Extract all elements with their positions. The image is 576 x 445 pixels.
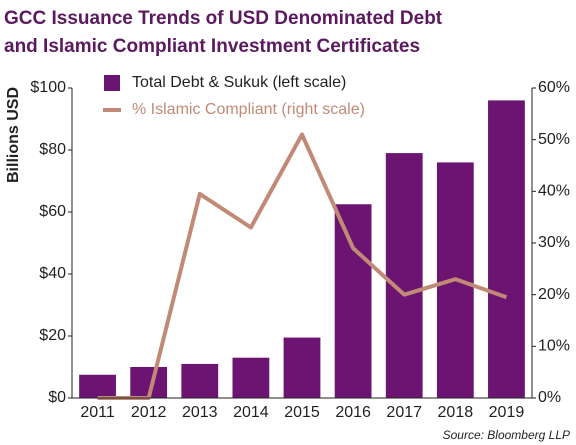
x-tick-label: 2019 (489, 404, 525, 421)
bar (232, 357, 270, 398)
x-tick-label: 2014 (233, 404, 269, 421)
y-tick-label: $60 (39, 203, 66, 220)
chart-title: and Islamic Compliant Investment Certifi… (4, 36, 420, 57)
y2-tick-label: 10% (538, 338, 570, 355)
x-tick-label: 2013 (182, 404, 218, 421)
x-tick-label: 2015 (284, 404, 320, 421)
x-tick-label: 2017 (386, 404, 422, 421)
bar (488, 100, 525, 399)
bar (79, 374, 116, 398)
x-tick-label: 2012 (131, 404, 167, 421)
bar (283, 337, 321, 398)
y-tick-label: $40 (39, 265, 66, 282)
y2-tick-label: 30% (538, 234, 570, 251)
y2-tick-label: 20% (538, 286, 570, 303)
x-tick-label: 2016 (335, 404, 371, 421)
x-tick-label: 2011 (80, 404, 115, 421)
line (97, 132, 508, 400)
y-axis-label: Billions USD (5, 87, 22, 183)
y2-tick-label: 50% (538, 131, 570, 148)
y-tick-label: $0 (48, 389, 66, 406)
x-tick-label: 2018 (438, 404, 474, 421)
y-tick-label: $80 (39, 141, 66, 158)
legend-swatch (104, 75, 120, 91)
y-tick-label: $100 (30, 79, 66, 96)
bar (334, 204, 372, 398)
source: Source: Bloomberg LLP (443, 428, 570, 442)
y-tick-label: $20 (39, 327, 66, 344)
legend-label: % Islamic Compliant (right scale) (132, 101, 365, 118)
bar (385, 153, 423, 398)
bar (181, 363, 219, 398)
y2-tick-label: 40% (538, 183, 570, 200)
legend-label: Total Debt & Sukuk (left scale) (132, 74, 346, 91)
y2-tick-label: 60% (538, 79, 570, 96)
chart-title: GCC Issuance Trends of USD Denominated D… (4, 8, 443, 29)
y2-tick-label: 0% (538, 389, 561, 406)
